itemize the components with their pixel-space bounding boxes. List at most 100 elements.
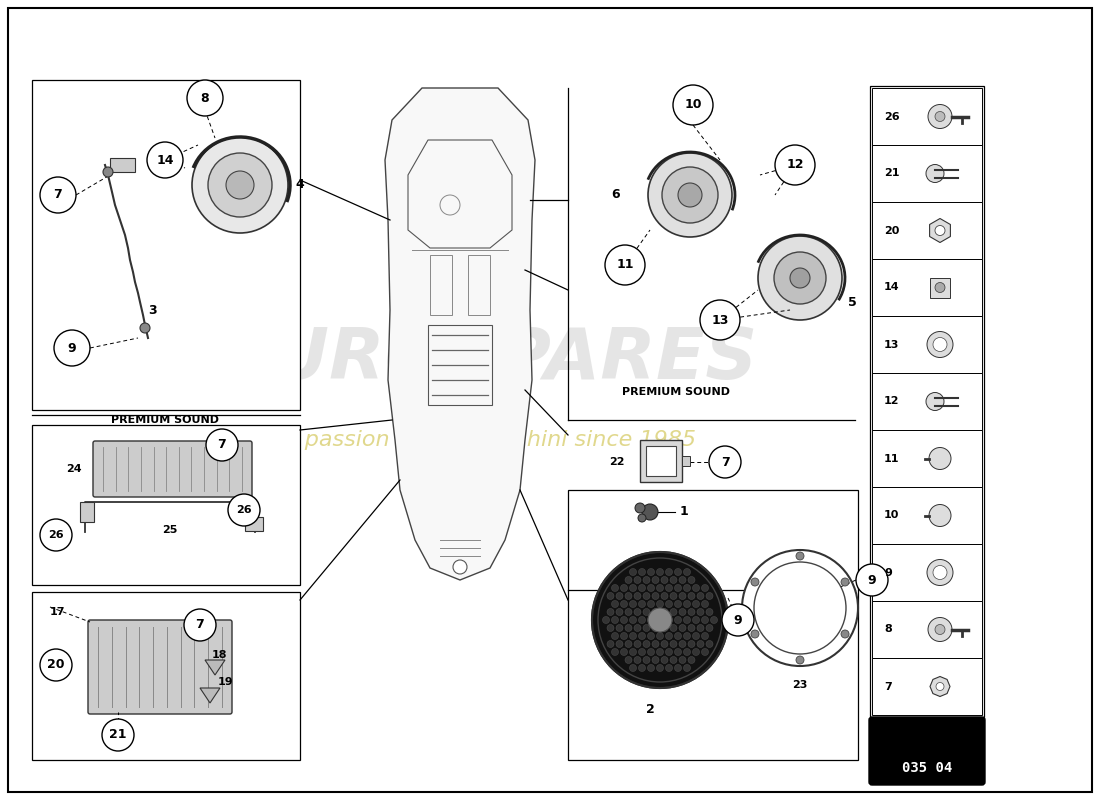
Circle shape	[644, 577, 650, 583]
Circle shape	[930, 505, 952, 526]
Text: 14: 14	[156, 154, 174, 166]
Circle shape	[662, 167, 718, 223]
Circle shape	[648, 585, 654, 591]
Polygon shape	[930, 677, 950, 697]
Text: 3: 3	[148, 303, 156, 317]
Text: 10: 10	[684, 98, 702, 111]
Circle shape	[657, 569, 663, 575]
Circle shape	[933, 338, 947, 351]
Text: 12: 12	[884, 397, 900, 406]
Circle shape	[670, 577, 676, 583]
Text: 8: 8	[200, 91, 209, 105]
Circle shape	[683, 665, 691, 671]
Circle shape	[638, 649, 646, 655]
Circle shape	[607, 625, 614, 631]
Circle shape	[674, 665, 682, 671]
Circle shape	[679, 625, 686, 631]
Circle shape	[54, 330, 90, 366]
Circle shape	[842, 630, 849, 638]
Bar	[646, 446, 676, 476]
Circle shape	[661, 609, 668, 615]
FancyBboxPatch shape	[869, 717, 984, 785]
Text: 7: 7	[54, 189, 63, 202]
Circle shape	[679, 609, 686, 615]
Circle shape	[683, 617, 691, 623]
Text: 035 04: 035 04	[902, 761, 953, 775]
Circle shape	[192, 137, 288, 233]
Text: 5: 5	[848, 295, 857, 309]
Circle shape	[607, 593, 614, 599]
Bar	[872, 88, 982, 145]
Circle shape	[697, 609, 704, 615]
Bar	[568, 490, 858, 760]
Circle shape	[674, 585, 682, 591]
Circle shape	[693, 601, 700, 607]
Circle shape	[670, 593, 676, 599]
Circle shape	[674, 601, 682, 607]
Circle shape	[674, 569, 682, 575]
Circle shape	[629, 633, 637, 639]
Circle shape	[616, 641, 623, 647]
Circle shape	[612, 649, 618, 655]
Circle shape	[620, 633, 627, 639]
Circle shape	[629, 585, 637, 591]
Circle shape	[634, 593, 641, 599]
Circle shape	[644, 593, 650, 599]
Circle shape	[103, 167, 113, 177]
Text: 6: 6	[612, 189, 620, 202]
Circle shape	[936, 682, 944, 690]
Circle shape	[634, 625, 641, 631]
Circle shape	[638, 585, 646, 591]
Circle shape	[666, 665, 672, 671]
Circle shape	[657, 665, 663, 671]
Circle shape	[635, 503, 645, 513]
Circle shape	[674, 617, 682, 623]
Text: PREMIUM SOUND: PREMIUM SOUND	[111, 415, 219, 425]
Circle shape	[666, 617, 672, 623]
Circle shape	[710, 446, 741, 478]
Circle shape	[935, 111, 945, 122]
Circle shape	[670, 609, 676, 615]
Bar	[930, 278, 950, 298]
Circle shape	[706, 641, 713, 647]
Circle shape	[697, 593, 704, 599]
Circle shape	[638, 601, 646, 607]
Text: 8: 8	[884, 625, 892, 634]
Circle shape	[620, 601, 627, 607]
Circle shape	[700, 300, 740, 340]
Circle shape	[620, 585, 627, 591]
Bar	[430, 255, 452, 315]
Circle shape	[796, 656, 804, 664]
Circle shape	[625, 593, 632, 599]
Text: 7: 7	[720, 455, 729, 469]
Circle shape	[644, 641, 650, 647]
Circle shape	[453, 560, 468, 574]
Text: 14: 14	[884, 282, 900, 293]
Text: 11: 11	[616, 258, 634, 271]
Circle shape	[629, 601, 637, 607]
Circle shape	[927, 559, 953, 586]
Circle shape	[666, 633, 672, 639]
Text: 9: 9	[734, 614, 742, 626]
Bar	[682, 456, 690, 466]
Circle shape	[638, 665, 646, 671]
Circle shape	[926, 393, 944, 410]
Circle shape	[629, 665, 637, 671]
Bar	[640, 440, 682, 482]
Circle shape	[607, 641, 614, 647]
Bar	[870, 86, 984, 717]
Circle shape	[620, 649, 627, 655]
Text: 12: 12	[786, 158, 804, 171]
Circle shape	[648, 608, 672, 632]
Circle shape	[666, 601, 672, 607]
Circle shape	[40, 649, 72, 681]
Text: 26: 26	[236, 505, 252, 515]
Circle shape	[702, 585, 708, 591]
Text: 22: 22	[609, 457, 625, 467]
Bar	[80, 502, 94, 522]
Circle shape	[603, 617, 609, 623]
Circle shape	[187, 80, 223, 116]
Text: 10: 10	[884, 510, 900, 521]
Text: a passion for lamborghini since 1985: a passion for lamborghini since 1985	[284, 430, 696, 450]
Bar	[872, 430, 982, 487]
